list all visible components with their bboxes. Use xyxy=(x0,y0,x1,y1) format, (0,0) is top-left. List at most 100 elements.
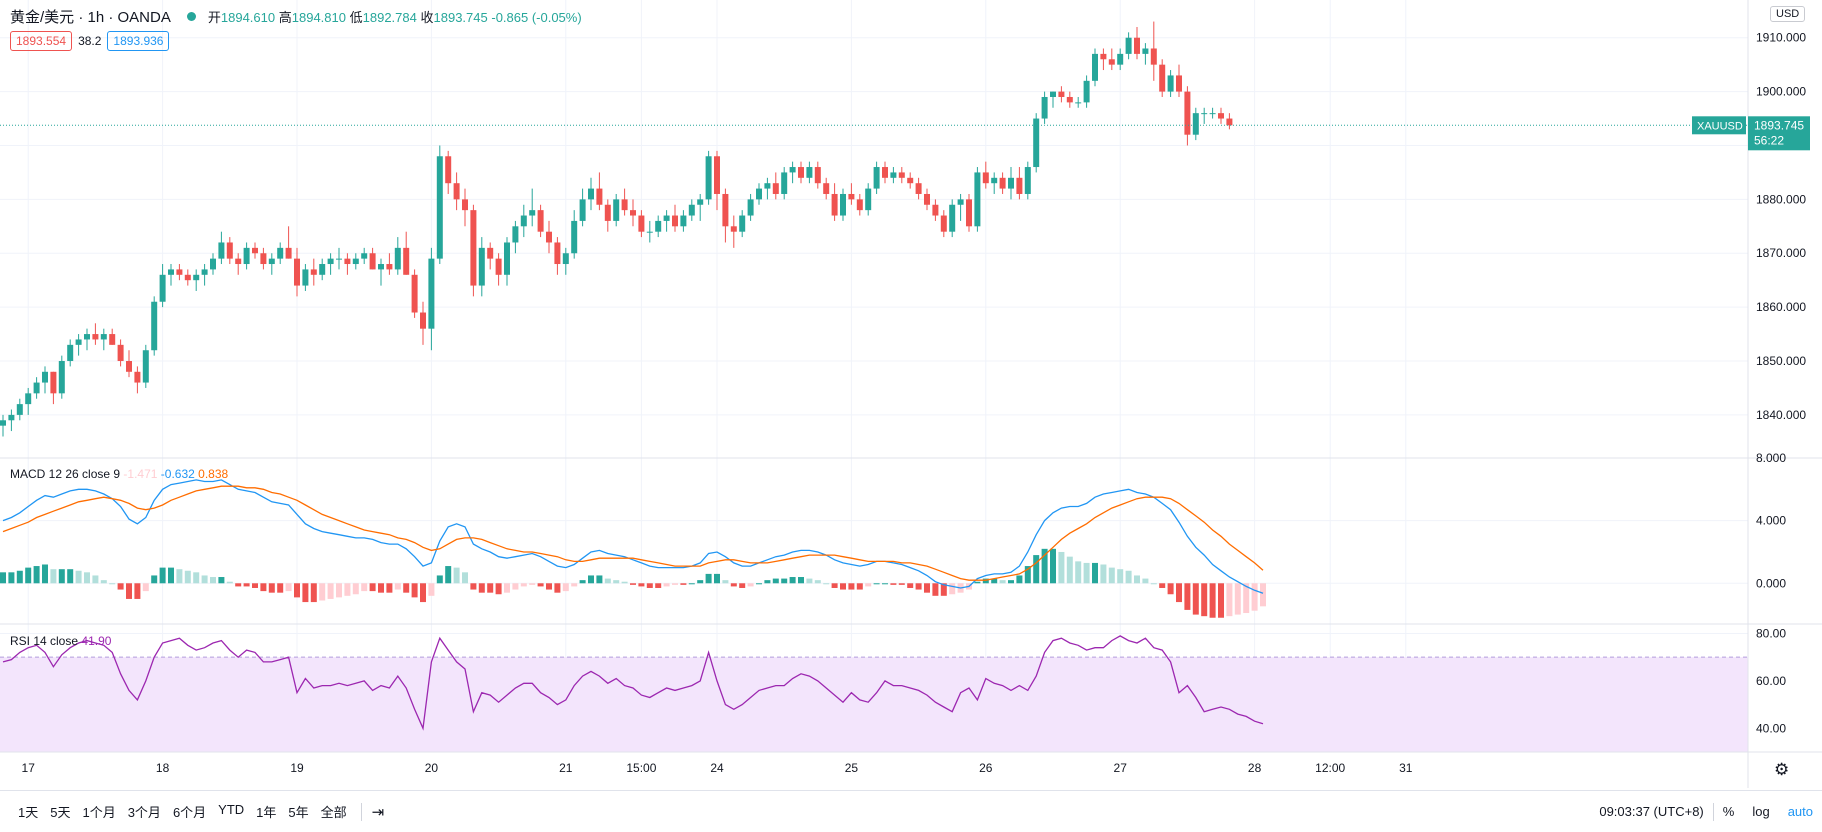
histogram-bar xyxy=(579,580,586,584)
price-axis[interactable]: 1840.000 1850.000 1860.000 1870.000 1880.000… xyxy=(1756,31,1806,422)
macd-legend[interactable]: MACD 12 26 close 9 -1.471 -0.632 0.838 xyxy=(10,467,228,481)
candle xyxy=(697,193,704,221)
candle xyxy=(16,398,23,421)
candle xyxy=(369,247,376,270)
histogram-bar xyxy=(428,583,435,596)
histogram-bar xyxy=(1108,567,1115,584)
histogram-bar xyxy=(621,581,628,584)
currency-button[interactable]: USD xyxy=(1770,6,1806,22)
histogram-bar xyxy=(882,583,888,585)
histogram-bar xyxy=(932,583,939,596)
histogram-bar xyxy=(848,583,855,590)
histogram-bar xyxy=(1024,566,1031,584)
candle xyxy=(504,237,510,286)
histogram-bar xyxy=(445,566,452,584)
pane-dividers xyxy=(0,457,1822,753)
histogram-bar xyxy=(210,577,216,584)
histogram-bar xyxy=(176,569,183,584)
range-button[interactable]: 1个月 xyxy=(82,805,116,820)
candle xyxy=(420,301,426,345)
candle xyxy=(42,366,48,394)
macd-axis[interactable]: 0.000 4.000 8.000 xyxy=(1756,451,1786,590)
rsi-tick-label: 60.00 xyxy=(1756,674,1786,688)
candle xyxy=(764,177,771,200)
candle xyxy=(109,328,116,345)
candle xyxy=(924,188,930,211)
candle xyxy=(512,220,519,254)
range-button[interactable]: 5年 xyxy=(288,805,309,820)
auto-scale-button[interactable]: auto xyxy=(1787,804,1813,819)
histogram-bar xyxy=(142,583,149,592)
rsi-axis[interactable]: 40.00 60.00 80.00 xyxy=(1756,626,1786,735)
candle xyxy=(378,258,384,286)
candle xyxy=(848,183,855,205)
buy-price-button[interactable]: 1893.936 xyxy=(107,31,170,51)
candle xyxy=(8,409,15,432)
candle xyxy=(789,161,796,184)
histogram-bar xyxy=(277,583,284,593)
time-tick-label: 21 xyxy=(559,761,573,775)
candle xyxy=(1134,26,1140,60)
histogram-bar xyxy=(420,583,426,603)
range-button[interactable]: 1年 xyxy=(256,805,277,820)
ohlc-values: 开1894.610 高1894.810 低1892.784 收1893.745 … xyxy=(208,7,582,26)
candle xyxy=(1033,113,1040,173)
histogram-bar xyxy=(126,583,132,599)
histogram-bar xyxy=(1251,583,1258,611)
histogram-bar xyxy=(655,583,662,588)
histogram-bar xyxy=(344,583,351,596)
chart-canvas[interactable]: 1840.0001850.0001860.0001870.0001880.000… xyxy=(0,0,1822,790)
histogram-bar xyxy=(226,581,233,584)
histogram-bar xyxy=(1092,562,1098,584)
log-scale-button[interactable]: log xyxy=(1752,804,1770,819)
histogram-bar xyxy=(512,583,519,590)
percent-scale-button[interactable]: % xyxy=(1722,804,1735,819)
sell-price-button[interactable]: 1893.554 xyxy=(10,31,73,51)
candle xyxy=(630,199,636,227)
time-axis[interactable]: 17 18 19 20 21 15:00 24 25 26 27 28 12:00 31 xyxy=(22,761,1413,775)
range-button[interactable]: 5天 xyxy=(50,805,71,820)
candle xyxy=(1125,32,1132,60)
range-button[interactable]: 3个月 xyxy=(127,805,161,820)
candle xyxy=(184,269,191,286)
rsi-legend[interactable]: RSI 14 close 41.90 xyxy=(10,634,111,648)
histogram-bar xyxy=(8,572,15,584)
histogram-bar xyxy=(1142,578,1149,584)
candle xyxy=(1218,107,1224,124)
close-label: 收 xyxy=(420,10,434,25)
candle xyxy=(613,193,620,227)
candle xyxy=(470,204,477,297)
range-button[interactable]: YTD xyxy=(218,802,245,817)
settings-gear-icon[interactable]: ⚙ xyxy=(1774,760,1790,779)
goto-date-icon[interactable]: ⇥ xyxy=(371,803,385,821)
histogram-bar xyxy=(630,583,636,585)
histogram-bar xyxy=(33,566,40,584)
candle xyxy=(655,215,662,238)
candle xyxy=(730,215,737,248)
symbol-title[interactable]: 黄金/美元 · 1h · OANDA xyxy=(10,9,171,26)
price-tag-symbol: XAUUSD xyxy=(1697,120,1743,132)
candle xyxy=(1201,107,1208,124)
candle xyxy=(495,253,502,286)
time-tick-label: 25 xyxy=(845,761,859,775)
time-tick-label: 19 xyxy=(290,761,304,775)
range-button[interactable]: 6个月 xyxy=(172,805,207,820)
candle xyxy=(445,150,452,194)
histogram-bar xyxy=(310,583,317,603)
histogram-bar xyxy=(159,567,166,584)
candle xyxy=(915,177,922,200)
histogram-bar xyxy=(646,583,653,588)
candle xyxy=(966,193,972,232)
price-tick-label: 1880.000 xyxy=(1756,192,1806,206)
candle xyxy=(100,328,107,351)
range-button[interactable]: 1天 xyxy=(18,805,39,820)
histogram-bar xyxy=(756,583,762,585)
candle xyxy=(428,247,435,351)
clock-label[interactable]: 09:03:37 (UTC+8) xyxy=(1599,804,1704,819)
histogram-bar xyxy=(520,583,527,587)
histogram-bar xyxy=(184,570,191,584)
histogram-bar xyxy=(529,583,536,585)
histogram-bar xyxy=(319,583,326,601)
histogram-bar xyxy=(974,581,981,584)
range-button[interactable]: 全部 xyxy=(320,805,347,820)
